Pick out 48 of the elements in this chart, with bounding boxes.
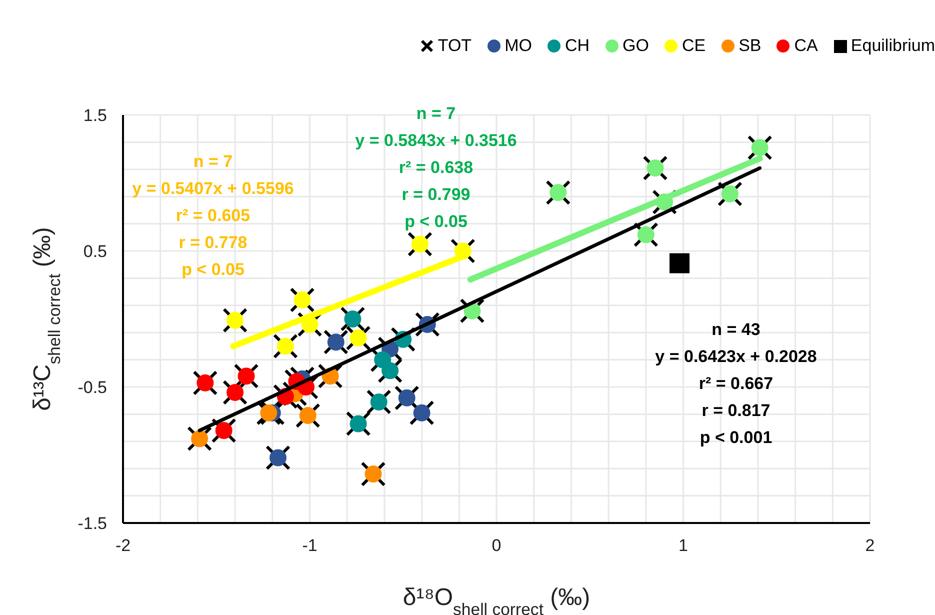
point [226,312,244,329]
annotation: n = 7 y = 0.5407x + 0.5596 r² = 0.605 r = 0.778 p < 0.05 [132,152,294,279]
point [637,226,654,244]
point [327,334,344,351]
point [299,407,316,424]
point [344,310,362,328]
point [751,139,768,156]
point [226,384,244,401]
point [191,430,208,448]
point [721,185,738,202]
y-tick-label: 0.5 [83,242,107,262]
legend-label: CA [794,36,818,56]
point [215,422,232,440]
y-tick-label: 1.5 [83,106,107,126]
point [350,330,367,347]
point [382,362,399,380]
point [350,415,367,432]
y-tick-label: -0.5 [78,378,107,398]
y-tick-label: -1.5 [78,514,107,534]
point [276,338,294,355]
point [670,253,690,274]
point [364,466,382,483]
point [550,184,567,202]
x-tick-label: 2 [865,536,875,556]
annotation: n = 7 y = 0.5843x + 0.3516 r² = 0.638 r = 0.799 p < 0.05 [355,104,517,231]
point [370,393,388,410]
legend-label: GO [622,36,649,56]
point [260,404,278,422]
legend-label: SB [738,36,762,56]
x-tick-label: 0 [492,536,502,556]
legend-label: CH [564,36,590,56]
x-axis-title: δ¹⁸O$_{shell correct}$ (‰) [402,584,590,615]
point [238,368,255,385]
annotation: n = 43 y = 0.6423x + 0.2028 r² = 0.667 r = 0.817 p < 0.001 [654,319,818,449]
legend-label: Equilibrium [850,36,935,56]
point [294,291,311,308]
point [646,160,664,177]
legend-label: CE [682,36,706,56]
point [413,404,430,422]
x-tick-label: -2 [115,536,131,556]
point [196,374,214,392]
x-tick-label: 1 [678,536,688,556]
point [398,389,416,406]
point [411,236,428,253]
legend-label: TOT [438,36,472,56]
point [270,449,287,466]
x-tick-label: -1 [302,536,318,556]
legend-label: MO [504,36,532,56]
